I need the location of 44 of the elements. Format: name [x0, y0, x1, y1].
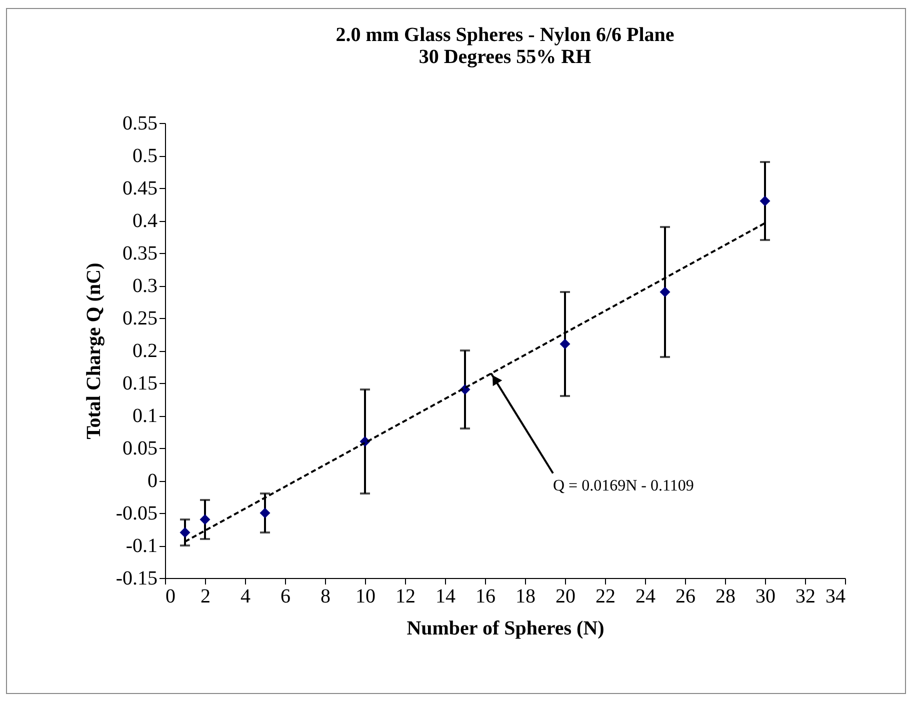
text: 2.0 mm Glass Spheres - Nylon 6/6 Plane — [336, 24, 674, 46]
x-tick-label: 24 — [636, 586, 656, 608]
point — [660, 286, 670, 298]
x-tick-label: 20 — [556, 586, 576, 608]
y-tick-label: 0.2 — [132, 340, 158, 362]
y-tick-label: 0.25 — [122, 308, 158, 330]
y-tick-label: 0.4 — [132, 210, 158, 232]
y-tick-label: -0.05 — [116, 502, 158, 524]
x-axis-title: Number of Spheres (N) — [406, 618, 604, 640]
x-tick-label: 28 — [716, 586, 736, 608]
y-tick-label: 0.35 — [122, 242, 158, 264]
y-tick-label: -0.15 — [116, 568, 158, 590]
x-tick-label: 4 — [240, 586, 250, 608]
text: 30 Degrees 55% RH — [418, 46, 592, 68]
point — [560, 338, 570, 350]
y-tick-label: 0.15 — [122, 372, 158, 394]
y-tick-label: 0.5 — [132, 145, 158, 167]
x-tick-label: 14 — [436, 586, 456, 608]
y-tick-label: 0.1 — [132, 405, 158, 427]
x-tick-label: 32 — [796, 586, 816, 608]
y-tick-label: 0.05 — [122, 438, 158, 460]
x-tick-label: 10 — [356, 586, 376, 608]
point — [260, 508, 270, 518]
x-tick-label: 8 — [320, 586, 330, 608]
x-tick-label: 12 — [396, 586, 416, 608]
y-tick-label: -0.1 — [126, 535, 158, 557]
x-tick-label: 22 — [596, 586, 616, 608]
point — [200, 514, 210, 525]
x-tick-label: 18 — [516, 586, 536, 608]
y-tick-label: 0.45 — [122, 178, 158, 200]
y-tick-label: 0.3 — [132, 275, 158, 297]
y-tick-label: 0.55 — [122, 112, 158, 134]
point — [180, 527, 190, 538]
x-tick-label: 34 — [826, 586, 846, 608]
x-tick-label: 2 — [200, 586, 210, 608]
x-tick-label: 26 — [676, 586, 696, 608]
point — [760, 196, 770, 206]
x-tick-label: 0 — [166, 586, 176, 608]
x-tick-label: 16 — [476, 586, 496, 608]
y-tick-label: 0 — [148, 470, 158, 492]
x-tick-label: 6 — [280, 586, 290, 608]
y-axis-title: Total Charge Q (nC) — [82, 262, 105, 440]
x-tick-label: 30 — [756, 586, 776, 608]
annotation: Q = 0.0169N - 0.1109 — [553, 477, 694, 494]
